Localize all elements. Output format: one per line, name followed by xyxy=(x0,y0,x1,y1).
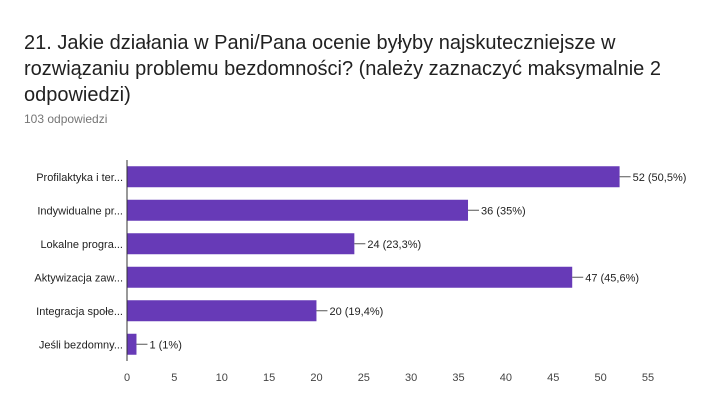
x-tick-label: 35 xyxy=(452,372,464,384)
value-label: 20 (19,4%) xyxy=(329,306,383,318)
x-tick-label: 0 xyxy=(124,372,130,384)
x-tick-label: 10 xyxy=(216,372,228,384)
bars-layer: Profilaktyka i ter... 52 (50,5%) Indywidua… xyxy=(34,166,686,355)
category-label: Indywidualne pr... xyxy=(37,205,123,217)
bar xyxy=(127,333,137,355)
response-count: 103 odpowiedzi xyxy=(24,112,108,126)
category-label: Lokalne progra... xyxy=(40,239,123,251)
bar xyxy=(127,166,620,188)
category-label: Profilaktyka i ter... xyxy=(36,172,123,184)
x-tick-label: 5 xyxy=(171,372,177,384)
value-label: 36 (35%) xyxy=(481,205,526,217)
value-label: 47 (45,6%) xyxy=(585,272,639,284)
x-tick-label: 55 xyxy=(642,372,654,384)
x-tick-label: 15 xyxy=(263,372,275,384)
bar xyxy=(127,300,317,322)
axis-layer: 0 5 10 15 20 25 30 35 40 45 50 55 xyxy=(124,160,654,384)
x-tick-label: 50 xyxy=(595,372,607,384)
bar xyxy=(127,199,469,221)
x-tick-label: 30 xyxy=(405,372,417,384)
x-tick-label: 45 xyxy=(547,372,559,384)
value-label: 1 (1%) xyxy=(149,339,181,351)
bar xyxy=(127,266,573,288)
x-tick-label: 20 xyxy=(310,372,322,384)
value-label: 24 (23,3%) xyxy=(367,239,421,251)
value-label: 52 (50,5%) xyxy=(633,172,687,184)
question-title: 21. Jakie działania w Pani/Pana ocenie b… xyxy=(24,32,661,106)
x-tick-label: 40 xyxy=(500,372,512,384)
category-label: Integracja społe... xyxy=(36,306,123,318)
category-label: Aktywizacja zaw... xyxy=(34,272,123,284)
x-tick-label: 25 xyxy=(358,372,370,384)
bar xyxy=(127,233,355,255)
category-label: Jeśli bezdomny... xyxy=(39,339,123,351)
